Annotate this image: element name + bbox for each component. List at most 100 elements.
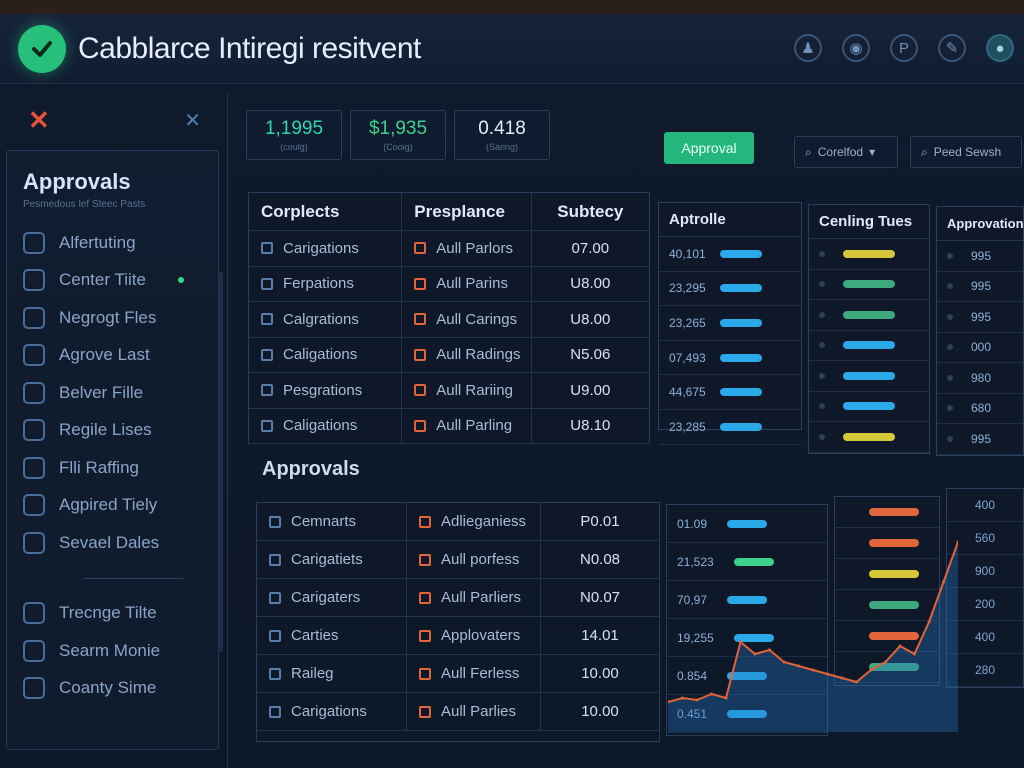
close-icon[interactable]: ✕ [28,104,50,135]
value-label: 23,295 [669,281,706,296]
profile-icon[interactable]: ● [986,34,1014,62]
chart-point [898,644,902,648]
row-name: Carigations [249,231,403,266]
grid-icon [23,231,45,254]
trend-chart [668,540,958,732]
checkbox[interactable] [269,591,281,604]
bullet-icon [819,403,825,410]
checkbox[interactable] [419,667,431,680]
search-icon: ⌕ [921,144,928,159]
table-row[interactable]: Carigations Aull Parlies 10.00 [257,693,659,731]
counting-list [809,239,929,453]
table-row[interactable]: Raileg Aull Ferless 10.00 [257,655,659,693]
bullet-icon [819,281,825,288]
value-badge: 400 [975,630,996,644]
record-icon[interactable]: ◉ [842,34,870,62]
list-item: 995 [937,241,1023,272]
sidebar-item[interactable]: Belver Fille [23,374,218,412]
user-icon[interactable]: ♟ [794,34,822,62]
tools-icon[interactable]: ✎ [938,34,966,62]
value-label: 995 [971,431,992,446]
bullet-icon [819,250,825,257]
checkbox[interactable] [269,629,281,642]
sidebar-item-label: Belver Fille [59,382,144,402]
row-name: Cemnarts [257,503,407,540]
table-row[interactable]: Carigaters Aull Parliers N0.07 [257,579,659,617]
list-item: 40,101 [659,237,801,272]
checkbox[interactable] [419,553,431,566]
column-header[interactable]: Subtecy [557,201,624,221]
value-badge: 900 [975,564,996,578]
sidebar-scrollbar[interactable] [218,272,223,652]
sidebar-item[interactable]: Regile Lises [23,412,218,450]
sidebar-item[interactable]: Coanty Sime [23,670,218,708]
checkbox[interactable] [419,705,431,718]
chevron-down-icon: ▾ [869,145,876,159]
chart-point [840,676,844,680]
collapse-icon[interactable]: ✕ [184,109,201,132]
table-header: Corplects Presplance Subtecy [249,193,649,231]
sidebar-item[interactable]: Agpired Tiely [23,487,218,525]
table-row[interactable]: Caligations Aull Radings N5.06 [249,337,649,373]
sidebar-item[interactable]: Alfertuting [23,224,218,262]
table-row[interactable]: Cemnarts Adlieganiess P0.01 [257,503,659,541]
chart-point [913,652,916,656]
value-label: 21,523 [677,554,714,569]
checkbox[interactable] [269,705,281,718]
row-label: Carigations [283,239,359,257]
column-header[interactable]: Corplects [249,193,403,230]
table-row[interactable]: Caligations Aull Parling U8.10 [249,408,649,444]
parking-icon[interactable]: P [890,34,918,62]
checkbox[interactable] [419,629,431,642]
checkbox[interactable] [414,348,427,361]
checkbox[interactable] [261,242,273,255]
checkbox[interactable] [414,313,427,326]
approvation-list: 995 995 995 000 980 680 995 [937,241,1023,455]
approval-button[interactable]: Approval [664,132,754,164]
check-icon [23,677,45,700]
checkbox[interactable] [261,313,273,326]
checkbox[interactable] [419,591,431,604]
filter-dropdown[interactable]: ⌕ Corelfod ▾ [794,136,898,168]
detail-label: Applovaters [441,627,521,644]
sidebar-item[interactable]: Sevael Dales [23,524,218,562]
sidebar-item[interactable]: Searm Monie [23,632,218,670]
chart-point [956,540,958,544]
stat-card: 1,1995 (coulg) [246,110,342,160]
column-header[interactable]: Presplance [402,193,532,230]
chart-point [739,640,742,644]
checkbox[interactable] [269,667,281,680]
sidebar-item[interactable]: Center Tiite [23,262,218,300]
sidebar-item[interactable]: Flli Raffing [23,449,218,487]
checkbox[interactable] [261,419,273,432]
checkbox[interactable] [261,384,273,397]
bullet-icon [947,405,953,412]
table-row[interactable]: Carigations Aull Parlors 07.00 [249,231,649,267]
checkbox[interactable] [414,384,427,397]
detail-label: Aull porfess [441,551,520,568]
sidebar-item[interactable]: Agrove Last [23,337,218,375]
checkbox[interactable] [269,515,281,528]
sidebar-item[interactable]: Negrogt Fles [23,299,218,337]
sidebar-item[interactable]: Trecnge Tilte [23,595,218,633]
list-item [809,239,929,270]
checkbox[interactable] [419,515,431,528]
table-row[interactable]: Calgrations Aull Carings U8.00 [249,302,649,338]
table-row[interactable]: Carigatiets Aull porfess N0.08 [257,541,659,579]
detail-label: Aull Ferless [441,665,520,682]
search-field[interactable]: ⌕ Peed Sewsh [910,136,1022,168]
status-bar [843,280,895,289]
chart-point [768,648,771,652]
checkbox[interactable] [414,242,427,255]
table-row[interactable]: Carties Applovaters 14.01 [257,617,659,655]
list-item: 44,675 [659,375,801,410]
main-content: 1,1995 (coulg) $1,935 (Cooig) 0.418 (Saring) … [234,92,1024,768]
checkbox[interactable] [414,419,427,432]
checkbox[interactable] [261,348,273,361]
checkbox[interactable] [414,277,427,290]
checkbox[interactable] [261,277,273,290]
table-row[interactable]: Pesgrations Aull Rariing U9.00 [249,373,649,409]
row-name: Calgrations [249,302,403,337]
checkbox[interactable] [269,553,281,566]
table-row[interactable]: Ferpations Aull Parins U8.00 [249,266,649,302]
